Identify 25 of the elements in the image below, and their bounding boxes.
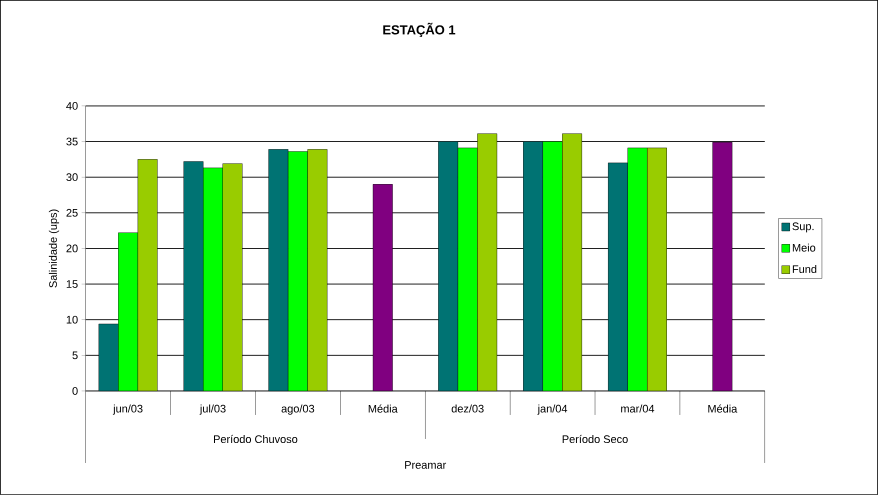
y-tick-label: 35 <box>66 138 78 146</box>
y-tick-label: 30 <box>66 173 78 182</box>
y-axis-title: Salinidade (ups) <box>48 210 60 288</box>
y-tick-label: 25 <box>66 208 78 217</box>
x-tick-label: Média <box>368 404 398 413</box>
y-tick-label: 40 <box>66 102 78 110</box>
text: Período Chuvoso <box>214 434 298 444</box>
x-tick-label: ago/03 <box>282 404 314 415</box>
x-tick-label: mar/04 <box>621 404 654 413</box>
x-tick-label: jul/03 <box>200 404 226 415</box>
legend-label: Fund <box>792 265 816 274</box>
legend-label: Meio <box>792 244 816 252</box>
y-tick-label: 0 <box>72 387 78 395</box>
text: Preamar <box>405 461 446 469</box>
x-tick-label: dez/03 <box>452 404 484 413</box>
x-tick-label: jun/03 <box>112 404 143 415</box>
y-tick-label: 10 <box>66 316 78 324</box>
x-tick-label: jan/04 <box>537 404 568 415</box>
x-tick-label: Média <box>708 404 738 413</box>
y-tick-label: 20 <box>66 244 78 252</box>
legend-label: Sup. <box>792 222 814 232</box>
y-tick-label: 5 <box>72 352 78 360</box>
text: Período Seco <box>562 434 628 444</box>
y-tick-label: 15 <box>66 280 78 288</box>
chart-title: ESTAÇÃO 1 <box>383 22 456 38</box>
